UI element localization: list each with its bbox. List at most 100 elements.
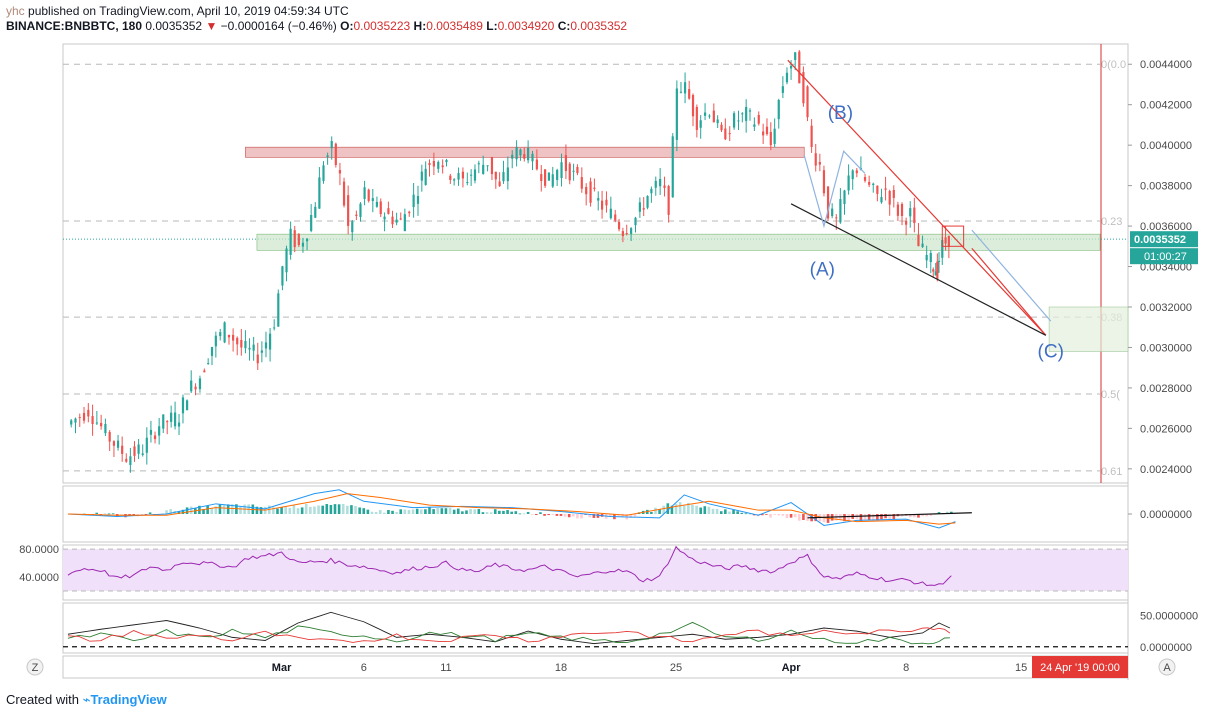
candle-body — [831, 208, 834, 217]
candle-body — [876, 185, 879, 194]
candle-body — [412, 194, 415, 208]
macd-histogram-bar — [276, 508, 279, 514]
candle-body — [395, 219, 398, 223]
candlestick-series[interactable] — [70, 50, 950, 473]
author-name[interactable]: yhc — [6, 4, 25, 18]
candle-body — [289, 228, 292, 255]
candle-body — [519, 149, 522, 156]
candle-body — [347, 195, 350, 226]
macd-histogram-bar — [847, 514, 850, 521]
low-value: 0.0034920 — [497, 19, 555, 33]
macd-histogram-bar — [740, 512, 744, 514]
candle-body — [432, 160, 435, 167]
candle-body — [523, 154, 526, 159]
candle-body — [181, 397, 185, 414]
macd-histogram-bar — [880, 514, 883, 520]
fib-level-label: 0.23 — [1101, 216, 1122, 228]
candle-body — [177, 422, 181, 427]
candle-body — [855, 170, 858, 174]
candle-body — [667, 185, 670, 215]
candle-body — [190, 380, 193, 392]
macd-histogram-bar — [945, 511, 949, 514]
candle-body — [482, 164, 485, 174]
macd-pane[interactable]: 0.0000000 — [67, 489, 1192, 529]
candle-body — [741, 113, 744, 115]
macd-histogram-bar — [711, 508, 715, 514]
macd-tick-label: 0.0000000 — [1140, 509, 1192, 521]
candle-body — [593, 187, 596, 189]
rsi-pane[interactable]: 80.0000 40.0000 — [19, 544, 1128, 592]
candle-body — [551, 174, 554, 187]
candle-body — [494, 171, 497, 180]
range-marker-label: 24 Apr '19 00:00 — [1040, 662, 1120, 674]
macd-histogram-bar — [769, 514, 772, 518]
macd-histogram-bar — [481, 512, 485, 514]
candle-body — [781, 86, 784, 93]
time-axis[interactable]: Mar 6 11 18 25 Apr 8 15 24 Apr '19 00:00 Z A — [26, 656, 1176, 678]
candle-body — [540, 174, 543, 181]
candle-body — [383, 216, 386, 220]
candle-body — [121, 445, 124, 454]
candle-body — [511, 154, 514, 159]
candle-body — [576, 166, 579, 174]
price-pane[interactable] — [62, 43, 1129, 484]
black-support-line — [790, 203, 1047, 336]
open-value: 0.0035223 — [353, 19, 411, 33]
candle-body — [355, 214, 358, 216]
candle-body — [679, 91, 683, 93]
candle-body — [129, 456, 132, 465]
candle-body — [650, 188, 653, 194]
candle-body — [281, 266, 284, 286]
macd-histogram-bar — [670, 505, 674, 514]
publish-line: yhc published on TradingView.com, April … — [6, 4, 1206, 19]
candle-body — [210, 346, 214, 356]
macd-histogram-bar — [563, 514, 567, 517]
candle-body — [162, 414, 165, 429]
candle-body — [461, 171, 465, 179]
macd-histogram-bar — [917, 514, 920, 518]
dmi-pane[interactable]: 50.0000000 0.0000000 — [63, 611, 1198, 654]
candle-body — [248, 347, 251, 350]
macd-histogram-bar — [588, 514, 592, 518]
candle-body — [314, 206, 317, 218]
macd-histogram-bar — [325, 504, 329, 514]
macd-histogram-bar — [346, 505, 349, 514]
macd-histogram-bar — [399, 509, 403, 514]
time-tick-label: Apr — [782, 662, 802, 674]
candle-body — [868, 181, 871, 185]
candle-body — [214, 335, 217, 347]
macd-histogram-bar — [678, 502, 682, 514]
macd-histogram-bar — [662, 505, 666, 514]
candle-body — [531, 153, 534, 162]
candle-body — [900, 203, 904, 217]
macd-histogram-bar — [510, 511, 513, 514]
auto-scale-button-icon — [1158, 658, 1176, 676]
macd-histogram-bar — [300, 507, 304, 514]
candle-body — [728, 133, 731, 135]
macd-histogram-bar — [95, 512, 98, 514]
macd-histogram-bar — [719, 511, 723, 514]
macd-histogram-bar — [580, 514, 583, 519]
macd-histogram-bar — [317, 505, 320, 514]
macd-histogram-bar — [913, 514, 916, 518]
candle-body — [818, 162, 821, 165]
macd-histogram-bar — [440, 508, 444, 514]
candle-body — [925, 255, 928, 261]
candle-body — [256, 354, 259, 364]
macd-histogram-bar — [543, 514, 546, 516]
macd-histogram-bar — [255, 506, 259, 514]
price-tick-label: 0.0028000 — [1140, 383, 1192, 395]
macd-histogram-bar — [654, 507, 657, 514]
trend-lines[interactable]: (A) (B) (C) — [787, 59, 1064, 363]
close-label: C: — [557, 19, 571, 33]
macd-histogram-bar — [576, 514, 579, 519]
last-price: 0.0035352 — [145, 19, 203, 33]
countdown-label: 01:00:27 — [1144, 251, 1187, 263]
tradingview-brand[interactable]: TradingView — [90, 692, 167, 707]
macd-histogram-bar — [908, 514, 912, 518]
macd-histogram-bar — [366, 509, 370, 514]
macd-histogram-bar — [448, 507, 452, 514]
down-arrow-icon: ▼ — [205, 19, 218, 33]
price-axis[interactable]: 0.0044000 0.0042000 0.0040000 0.0038000 0.00… — [1128, 59, 1198, 476]
